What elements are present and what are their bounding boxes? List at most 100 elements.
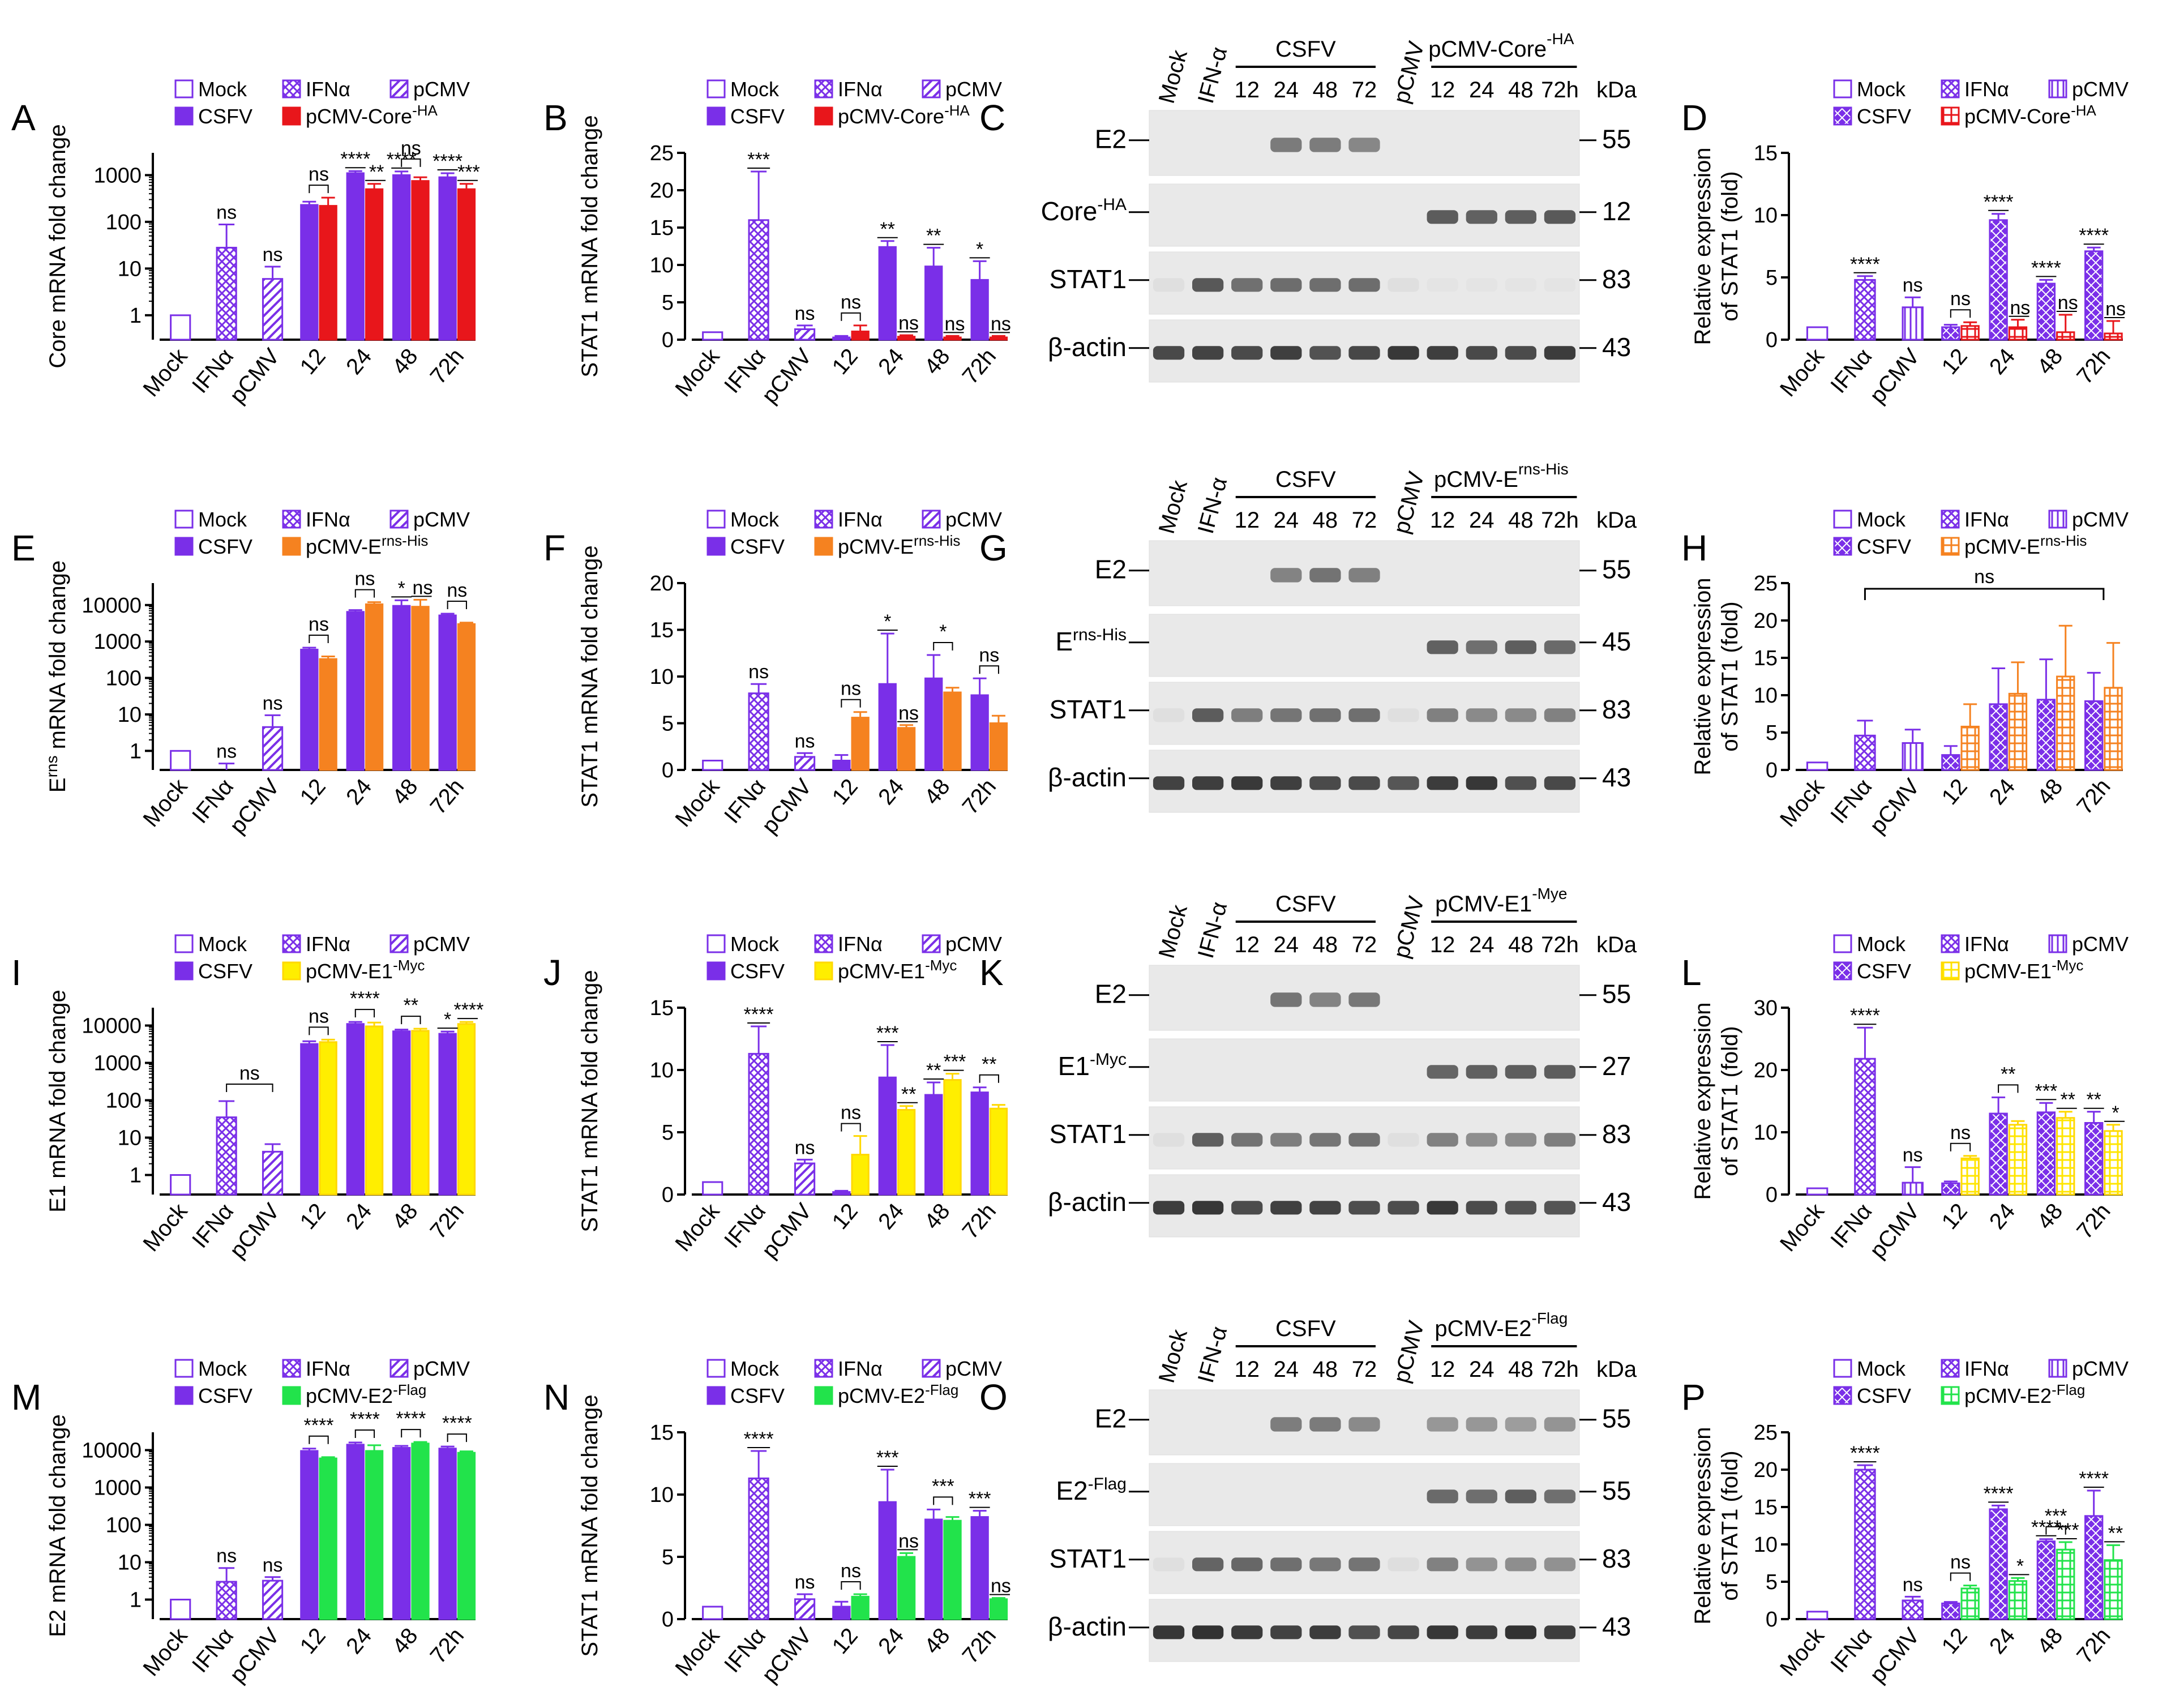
legend-label: Mock [730, 1357, 780, 1380]
legend-label: pCMV-E2-Flag [838, 1381, 958, 1407]
legend-label: pCMV [413, 1357, 470, 1380]
bar-construct [1960, 1587, 1980, 1620]
lane-label: pCMV [1389, 893, 1429, 961]
y-axis-title-part: mRNA fold change [45, 560, 70, 756]
bar-construct [319, 1457, 337, 1620]
significance-label: ns [1950, 1122, 1971, 1144]
sig-bracket [309, 634, 329, 643]
y-tick-label: 1000 [93, 1476, 142, 1500]
blot-band [1427, 1557, 1458, 1572]
y-tick-label: 10 [650, 665, 674, 689]
x-tick-label: Mock [138, 1623, 192, 1681]
blot-band [1466, 1489, 1497, 1504]
blot-band [1505, 1557, 1536, 1572]
blot-band [1231, 776, 1263, 790]
legend-label: pCMV [2072, 932, 2129, 956]
blot-band [1309, 1201, 1341, 1215]
x-tick-label: 12 [828, 774, 863, 810]
significance-label: ns [2105, 298, 2126, 320]
legend-label: IFNα [306, 78, 350, 101]
y-tick-label: 0 [1766, 759, 1778, 782]
sig-bracket [309, 1435, 329, 1444]
bar-construct [851, 330, 870, 341]
significance-label: ** [369, 161, 384, 183]
bar-csfv [878, 683, 897, 771]
timepoint-label: 48 [1313, 508, 1338, 533]
kda-value: 12 [1602, 196, 1631, 226]
blot-row-label: β-actin [1048, 1187, 1127, 1217]
legend-label: pCMV [413, 78, 470, 101]
bar-csfv [300, 204, 319, 341]
bar-csfv [2084, 250, 2104, 341]
blot-row-sup: rns-His [1073, 626, 1127, 644]
panel-letter-G: G [979, 528, 1008, 568]
y-tick-label: 20 [650, 572, 674, 596]
bar-construct [1960, 725, 1980, 771]
chart-panel-H: H 0 5 10 15 20 25 Relative expression of STAT1 (… [1681, 508, 2129, 838]
x-tick-label: 24 [873, 344, 909, 379]
x-tick-label: 72h [958, 1199, 1001, 1244]
bar-ifn [748, 692, 769, 771]
bar-csfv [924, 677, 943, 771]
significance-label: ns [979, 644, 999, 666]
kda-value: 55 [1602, 555, 1631, 584]
x-tick-label: 72h [958, 1624, 1001, 1668]
legend-swatch [814, 106, 833, 126]
panel-letter-J: J [543, 952, 562, 993]
significance-label: **** [433, 151, 463, 172]
legend-label: CSFV [730, 535, 785, 558]
bar-construct [897, 727, 916, 771]
y-tick-label: 10 [118, 703, 142, 727]
bar-construct [365, 603, 384, 771]
legend-swatch [814, 537, 833, 556]
x-tick-label: 24 [341, 774, 376, 810]
blot-band [1466, 1625, 1497, 1639]
blot-band [1505, 776, 1536, 790]
bar-pcmv [262, 1150, 284, 1196]
bar-construct [1960, 1157, 1980, 1196]
legend-label: pCMV-E2-Flag [306, 1381, 426, 1407]
lane-label: Mock [1154, 902, 1192, 961]
significance-label: * [2112, 1102, 2119, 1124]
chart-panel-M: M 1 10 100 1000 10000 E2 mRNA fold change Mock n… [11, 1357, 476, 1688]
bar-ifn [748, 1052, 769, 1196]
kda-value: 55 [1602, 1404, 1631, 1433]
sig-bracket [447, 601, 467, 609]
blot-band [1427, 1625, 1458, 1639]
blot-band [1348, 1417, 1380, 1432]
blot-row-label: E2 [1095, 1404, 1127, 1433]
kda-value: 83 [1602, 264, 1631, 294]
significance-label: **** [2031, 257, 2061, 279]
chart-panel-N: N 0 5 10 15 STAT1 mRNA fold change Mock **** IFN… [543, 1357, 1011, 1688]
blot-row-label: STAT1 [1050, 1119, 1127, 1149]
significance-label: *** [944, 1051, 966, 1073]
bar-construct [943, 1079, 962, 1196]
legend-label: pCMV-Erns-His [838, 532, 960, 558]
significance-label: ns [841, 1102, 861, 1124]
bar-csfv [1989, 1508, 2008, 1620]
legend-swatch [282, 1386, 301, 1405]
timepoint-label: 72h [1541, 1357, 1579, 1382]
legend-label: pCMV-E1-Myc [838, 957, 957, 983]
bar-construct [2008, 1124, 2028, 1196]
legend-swatch [1941, 1386, 1960, 1405]
x-tick-label: 12 [296, 1624, 331, 1659]
significance-label: ns [991, 1576, 1011, 1597]
blot-band [1505, 1625, 1536, 1639]
y-tick-label: 1 [130, 304, 142, 328]
y-tick-label: 10000 [82, 594, 142, 618]
blot-band [1544, 346, 1576, 360]
x-tick-label: pCMV [225, 1623, 284, 1688]
y-tick-label: 10000 [82, 1014, 142, 1038]
bar-mock [702, 1181, 723, 1196]
bar-csfv [300, 1450, 319, 1620]
bar-csfv [2036, 1111, 2056, 1196]
lane-label: IFN-α [1193, 1324, 1232, 1385]
legend-label: Mock [198, 508, 247, 531]
blot-band [1388, 1557, 1419, 1572]
x-tick-label: 72h [426, 1624, 469, 1668]
y-axis-title-line1: Relative expression [1690, 1427, 1715, 1624]
bar-csfv [392, 1030, 411, 1196]
y-tick-label: 25 [1754, 572, 1778, 596]
x-tick-label: 48 [387, 344, 422, 379]
